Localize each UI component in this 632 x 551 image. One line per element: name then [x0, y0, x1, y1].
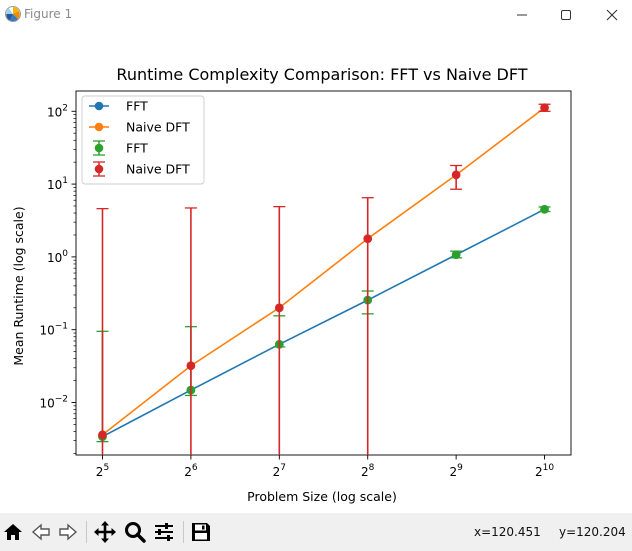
legend-marker — [94, 164, 104, 174]
series-line — [102, 208, 545, 438]
title-bar: Figure 1 — [0, 0, 632, 30]
x-tick-label: 25 — [96, 463, 109, 479]
window-title: Figure 1 — [24, 7, 73, 21]
minimize-button[interactable] — [499, 0, 545, 30]
legend-marker — [94, 143, 104, 153]
legend-marker — [94, 101, 104, 111]
zoom-button[interactable] — [122, 519, 148, 545]
maximize-icon — [561, 10, 571, 20]
legend-marker — [94, 122, 104, 132]
forward-icon — [59, 523, 78, 541]
data-point — [540, 103, 549, 113]
y-coordinate-readout: y=120.204 — [559, 525, 626, 539]
x-tick-label: 27 — [273, 463, 286, 479]
axes: 10−2 10−1 100 101 102 25 26 27 28 29 210 — [39, 90, 572, 479]
pan-icon — [94, 521, 116, 543]
y-tick-label: 10−1 — [39, 322, 68, 338]
toolbar-separator — [183, 521, 184, 543]
pan-button[interactable] — [92, 519, 118, 545]
maximize-button[interactable] — [543, 0, 589, 30]
home-icon — [4, 524, 22, 540]
home-button[interactable] — [0, 519, 26, 545]
configure-subplots-button[interactable] — [151, 519, 177, 545]
legend-label: FFT — [126, 141, 148, 156]
back-icon — [31, 523, 50, 541]
legend-label: Naive DFT — [126, 162, 190, 177]
configure-subplots-icon — [155, 523, 173, 541]
close-button[interactable] — [589, 0, 632, 30]
data-point — [186, 361, 196, 371]
data-point — [98, 430, 107, 440]
x-tick-label: 28 — [361, 463, 375, 479]
x-coordinate-readout: x=120.451 — [474, 525, 541, 539]
minimize-icon — [517, 14, 527, 16]
forward-button[interactable] — [55, 519, 81, 545]
data-point — [451, 250, 461, 260]
x-tick-label: 210 — [535, 463, 554, 479]
data-point — [363, 234, 373, 243]
y-tick-label: 101 — [47, 176, 68, 192]
navigation-toolbar: x=120.451 y=120.204 — [0, 513, 632, 551]
y-axis-label: Mean Runtime (log scale) — [11, 206, 26, 365]
series-line — [101, 107, 546, 436]
y-tick-label: 100 — [47, 249, 68, 265]
data-point — [275, 303, 284, 313]
x-tick-label: 26 — [184, 463, 198, 479]
x-tick-label: 29 — [449, 463, 463, 479]
data-point — [540, 205, 549, 214]
chart-title: Runtime Complexity Comparison: FFT vs Na… — [116, 65, 527, 84]
close-icon — [606, 9, 618, 21]
legend-label: Naive DFT — [126, 120, 190, 135]
figure-canvas[interactable]: Runtime Complexity Comparison: FFT vs Na… — [0, 30, 632, 518]
save-icon — [192, 523, 210, 541]
legend: FFT Naive DFT FFT Naive DFT — [81, 95, 205, 185]
legend-box — [81, 95, 205, 185]
runtime-chart[interactable]: Runtime Complexity Comparison: FFT vs Na… — [0, 30, 632, 518]
toolbar-separator — [86, 521, 87, 543]
zoom-icon — [125, 522, 146, 543]
data-point — [451, 170, 461, 180]
back-button[interactable] — [28, 519, 54, 545]
y-tick-label: 102 — [47, 103, 68, 119]
matplotlib-logo-icon — [4, 5, 22, 23]
save-button[interactable] — [188, 519, 214, 545]
x-axis-label: Problem Size (log scale) — [247, 489, 397, 504]
legend-label: FFT — [126, 99, 148, 114]
y-tick-label: 10−2 — [39, 394, 68, 410]
